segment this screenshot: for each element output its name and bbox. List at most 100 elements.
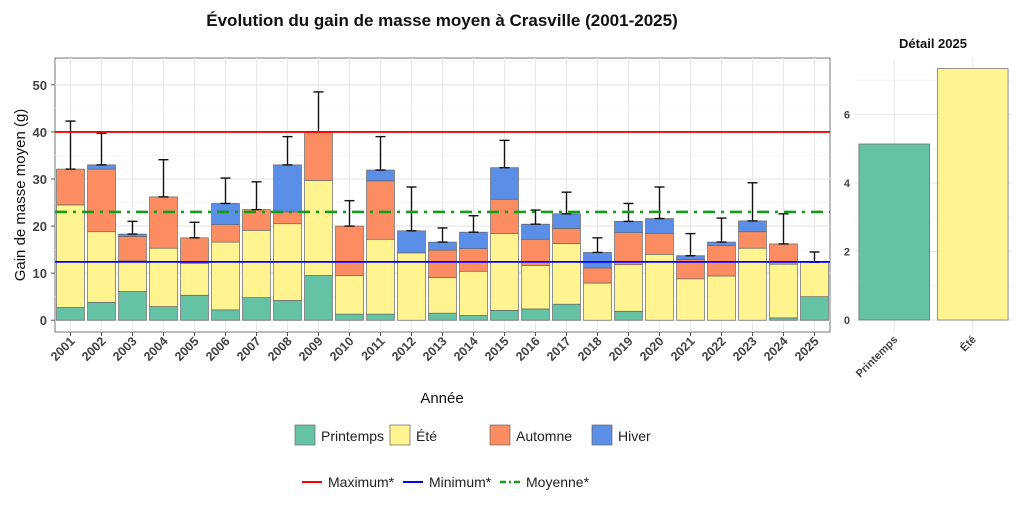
detail-bar-printemps [858,143,930,321]
bar-automne [645,233,674,255]
bar-printemps [614,310,643,321]
bar-automne [335,225,364,276]
x-tick-label: 2009 [296,334,326,364]
bar-automne [118,236,147,262]
bar-été [583,282,612,321]
x-tick-label: 2008 [265,334,295,364]
bar-été [552,243,581,305]
bar-printemps [180,294,209,321]
bar-été [242,229,271,298]
bar-hiver [583,252,612,269]
y-tick-label: 50 [33,78,47,93]
bar-printemps [800,296,829,321]
bar-printemps [769,317,798,321]
x-tick-label: 2003 [110,334,140,364]
bar-hiver [273,164,302,213]
bar-automne [211,224,240,243]
bar-été [738,247,767,321]
y-tick-label: 30 [33,172,47,187]
bar-automne [552,228,581,244]
bar-printemps [459,315,488,321]
bar-été [180,262,209,296]
legend-label: Été [416,428,437,444]
bar-hiver [552,213,581,229]
y-tick-label: 6 [844,110,850,122]
bar-hiver [211,203,240,226]
bar-printemps [149,306,178,321]
bar-été [366,238,395,315]
bar-printemps [366,313,395,321]
bar-hiver [428,241,457,251]
bar-automne [459,248,488,272]
legend-swatch-printemps [294,424,316,446]
x-tick-label: 2017 [544,334,574,364]
bar-automne [149,196,178,249]
chart-title: Évolution du gain de masse moyen à Crasv… [206,11,677,30]
x-tick-label: 2020 [637,334,667,364]
x-tick-label: 2005 [172,334,202,364]
x-tick-label: Été [958,333,979,354]
x-tick-label: 2010 [327,334,357,364]
bar-automne [56,168,85,206]
bar-hiver [645,218,674,234]
y-tick-label: 40 [33,125,47,140]
legend-label: Automne [516,428,572,444]
bar-hiver [738,220,767,233]
bar-été [645,253,674,321]
legend-label: Printemps [321,428,384,444]
bar-été [56,204,85,308]
bar-été [149,247,178,307]
bar-printemps [490,309,519,321]
legend-label: Minimum* [429,474,492,490]
bar-automne [304,131,333,181]
bar-automne [366,180,395,240]
x-tick-label: 2016 [513,334,543,364]
x-tick-label: 2012 [389,334,419,364]
bar-hiver [521,223,550,240]
bar-été [769,263,798,319]
x-tick-label: 2002 [79,334,109,364]
bar-printemps [273,300,302,321]
legend-label: Moyenne* [526,474,590,490]
x-tick-label: 2001 [48,334,78,364]
y-tick-label: 10 [33,266,47,281]
x-tick-label: 2013 [420,334,450,364]
x-tick-label: 2015 [482,334,512,364]
bar-automne [273,211,302,225]
bar-automne [738,231,767,249]
bar-automne [707,245,736,277]
legend-swatch-hiver [591,424,613,446]
bar-printemps [211,309,240,321]
bar-été [459,270,488,316]
bar-printemps [56,307,85,321]
bar-automne [180,237,209,264]
bar-automne [87,168,116,233]
x-tick-label: 2024 [761,334,791,364]
bar-automne [583,267,612,284]
bar-hiver [459,231,488,250]
bar-printemps [304,275,333,321]
detail-bar-ete [937,68,1009,321]
bar-été [335,275,364,315]
detail-title: Détail 2025 [899,36,967,51]
bar-printemps [335,313,364,321]
x-tick-label: 2021 [668,334,698,364]
x-tick-label: 2014 [451,334,481,364]
legend-swatch-été [389,424,411,446]
bar-été [428,277,457,314]
bar-été [490,233,519,311]
y-tick-label: 0 [40,313,47,328]
y-tick-label: 0 [844,315,850,327]
bar-printemps [242,297,271,321]
legend-swatch-automne [489,424,511,446]
bar-automne [428,249,457,278]
legend-label: Maximum* [328,474,395,490]
bar-printemps [521,308,550,321]
bar-automne [490,198,519,234]
bar-hiver [614,221,643,234]
x-tick-label: 2022 [699,334,729,364]
x-tick-label: 2023 [730,334,760,364]
bar-été [676,278,705,321]
bar-printemps [118,291,147,321]
